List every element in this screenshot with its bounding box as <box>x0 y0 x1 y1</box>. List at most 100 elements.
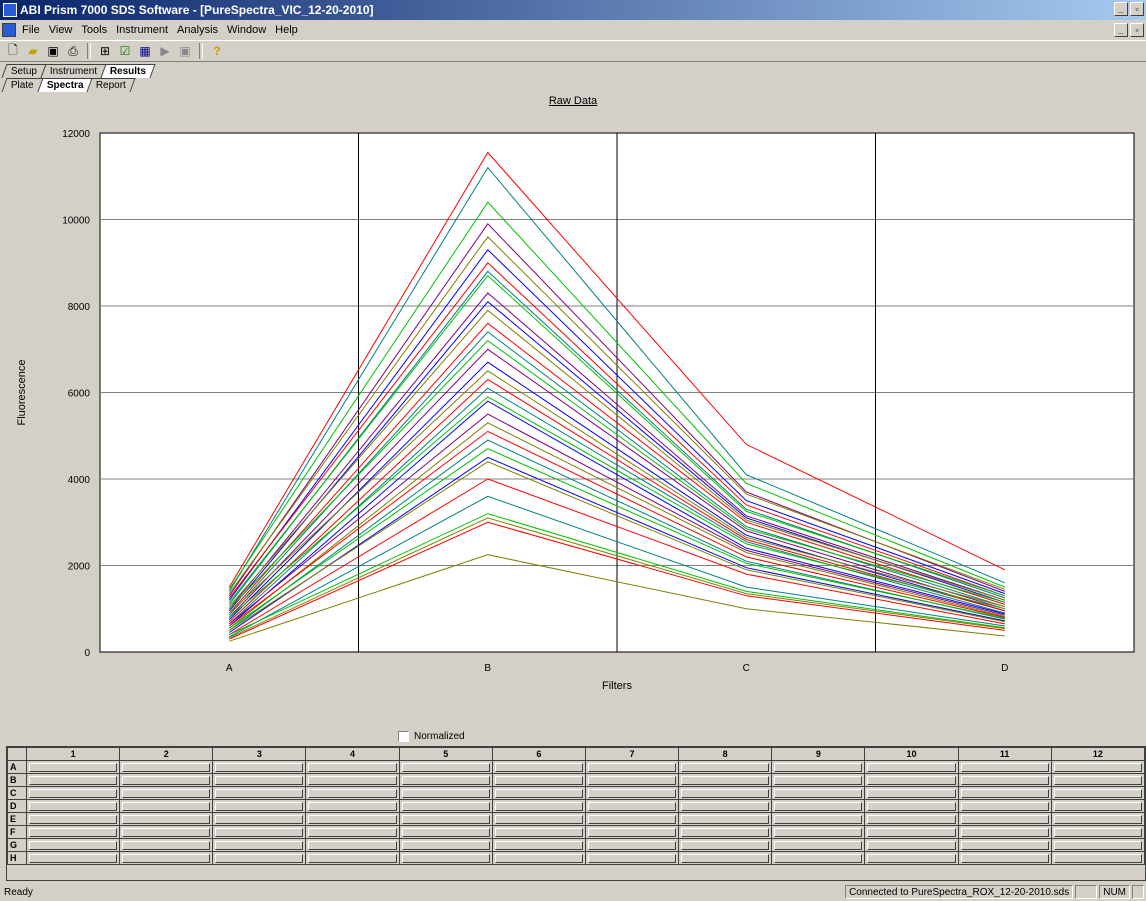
plate-well[interactable] <box>305 799 400 813</box>
plate-well[interactable] <box>119 760 214 774</box>
plate-column-header[interactable]: 1 <box>25 747 121 761</box>
plate-well[interactable] <box>398 799 493 813</box>
plate-well[interactable] <box>212 838 307 852</box>
normalized-checkbox[interactable] <box>398 731 409 742</box>
plate-row-header[interactable]: A <box>7 760 27 774</box>
plate-well[interactable] <box>305 838 400 852</box>
tab-results[interactable]: Results <box>100 64 157 78</box>
plate-well[interactable] <box>864 773 959 787</box>
menu-analysis[interactable]: Analysis <box>177 24 219 36</box>
plate-column-header[interactable]: 12 <box>1050 747 1146 761</box>
menu-help[interactable]: Help <box>275 24 298 36</box>
plate-well[interactable] <box>305 825 400 839</box>
plate-well[interactable] <box>398 825 493 839</box>
plate-well[interactable] <box>957 760 1052 774</box>
tab-report[interactable]: Report <box>86 78 137 92</box>
plate-well[interactable] <box>212 825 307 839</box>
plate-well[interactable] <box>25 799 121 813</box>
doc-restore-button[interactable]: ▫ <box>1130 23 1144 37</box>
plate-well[interactable] <box>771 812 866 826</box>
plate-well[interactable] <box>771 838 866 852</box>
plate-well[interactable] <box>1050 760 1146 774</box>
document-icon[interactable] <box>2 23 16 37</box>
plate-well[interactable] <box>491 799 586 813</box>
analyze-icon[interactable]: ⊞ <box>99 44 111 58</box>
plate-well[interactable] <box>1050 851 1146 865</box>
plate-well[interactable] <box>1050 838 1146 852</box>
plate-well[interactable] <box>491 760 586 774</box>
plate-well[interactable] <box>119 825 214 839</box>
tab-instrument[interactable]: Instrument <box>40 64 107 78</box>
plate-well[interactable] <box>678 851 773 865</box>
plate-well[interactable] <box>1050 825 1146 839</box>
grid-icon[interactable]: ▦ <box>139 44 151 58</box>
normalized-toggle[interactable]: Normalized <box>398 731 465 742</box>
plate-well[interactable] <box>957 838 1052 852</box>
plate-well[interactable] <box>305 851 400 865</box>
plate-well[interactable] <box>398 773 493 787</box>
plate-well[interactable] <box>957 799 1052 813</box>
menu-window[interactable]: Window <box>227 24 267 36</box>
plate-column-header[interactable]: 7 <box>584 747 680 761</box>
plate-column-header[interactable]: 4 <box>305 747 400 761</box>
plate-well[interactable] <box>305 773 400 787</box>
menu-file[interactable]: File <box>22 24 40 36</box>
plate-well[interactable] <box>491 838 586 852</box>
plate-well[interactable] <box>491 812 586 826</box>
plate-well[interactable] <box>398 786 493 800</box>
minimize-button[interactable]: _ <box>1114 2 1128 16</box>
plate-well[interactable] <box>119 851 214 865</box>
plate-row-header[interactable]: B <box>7 773 27 787</box>
plate-well[interactable] <box>864 799 959 813</box>
plate-well[interactable] <box>864 851 959 865</box>
plate-well[interactable] <box>305 786 400 800</box>
plate-well[interactable] <box>678 825 773 839</box>
plate-row-header[interactable]: H <box>7 851 27 865</box>
plate-well[interactable] <box>957 773 1052 787</box>
menu-tools[interactable]: Tools <box>81 24 108 36</box>
plate-column-header[interactable]: 9 <box>771 747 866 761</box>
plate-well[interactable] <box>584 786 680 800</box>
plate-well[interactable] <box>25 760 121 774</box>
plate-well[interactable] <box>1050 773 1146 787</box>
plate-row-header[interactable]: G <box>7 838 27 852</box>
plate-well[interactable] <box>25 812 121 826</box>
plate-well[interactable] <box>398 760 493 774</box>
tab-spectra[interactable]: Spectra <box>37 78 94 92</box>
plate-row-header[interactable]: D <box>7 799 27 813</box>
plate-well[interactable] <box>25 825 121 839</box>
plate-well[interactable] <box>678 799 773 813</box>
plate-column-header[interactable]: 11 <box>957 747 1052 761</box>
plate-well[interactable] <box>119 786 214 800</box>
menu-instrument[interactable]: Instrument <box>116 24 169 36</box>
new-icon[interactable]: 🗋 <box>8 42 18 57</box>
plate-well[interactable] <box>398 838 493 852</box>
check-icon[interactable]: ☑ <box>119 44 131 58</box>
plate-well[interactable] <box>119 812 214 826</box>
plate-well[interactable] <box>305 812 400 826</box>
plate-well[interactable] <box>864 812 959 826</box>
plate-well[interactable] <box>212 760 307 774</box>
plate-well[interactable] <box>491 851 586 865</box>
plate-well[interactable] <box>491 825 586 839</box>
doc-minimize-button[interactable]: _ <box>1114 23 1128 37</box>
plate-well[interactable] <box>771 799 866 813</box>
stop-icon[interactable]: ▣ <box>179 44 191 58</box>
menu-view[interactable]: View <box>48 24 73 36</box>
plate-row-header[interactable]: C <box>7 786 27 800</box>
plate-well[interactable] <box>584 760 680 774</box>
plate-well[interactable] <box>491 786 586 800</box>
plate-well[interactable] <box>584 812 680 826</box>
plate-well[interactable] <box>678 760 773 774</box>
plate-well[interactable] <box>864 825 959 839</box>
plate-well[interactable] <box>678 812 773 826</box>
plate-well[interactable] <box>212 773 307 787</box>
plate-well[interactable] <box>957 825 1052 839</box>
plate-well[interactable] <box>864 760 959 774</box>
play-icon[interactable]: ▶ <box>160 44 170 58</box>
plate-well[interactable] <box>771 825 866 839</box>
plate-row-header[interactable]: F <box>7 825 27 839</box>
plate-well[interactable] <box>584 851 680 865</box>
plate-corner[interactable] <box>7 747 27 761</box>
plate-well[interactable] <box>212 799 307 813</box>
